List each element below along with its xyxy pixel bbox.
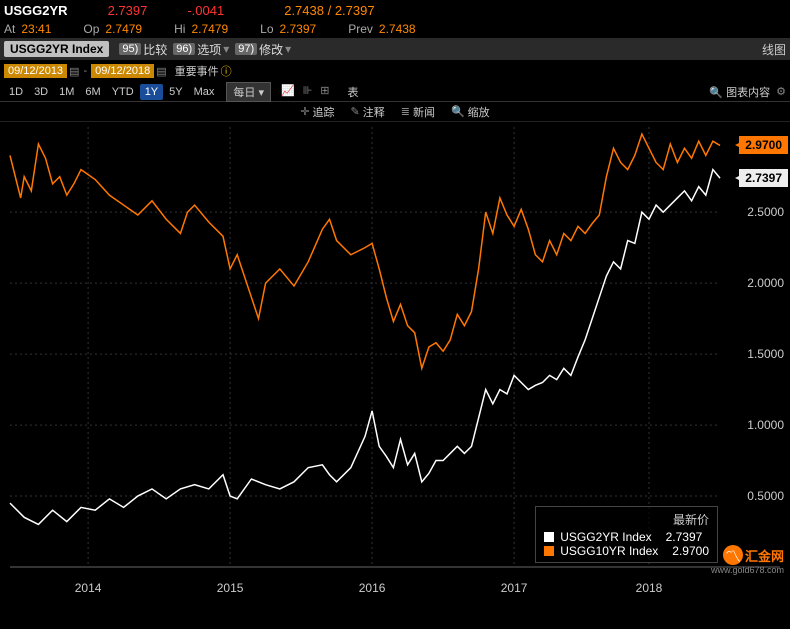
watermark: 〽汇金网 www.gold678.com bbox=[711, 545, 784, 575]
zoom-button[interactable]: 🔍缩放 bbox=[451, 104, 490, 120]
date-to-input[interactable]: 09/12/2018 bbox=[91, 64, 154, 78]
annotate-button[interactable]: ✎注释 bbox=[351, 104, 385, 120]
x-axis-tick: 2015 bbox=[217, 581, 244, 595]
main-toolbar: USGG2YR Index 95) 比较 96) 选项 ▾ 97) 修改 ▾ 线… bbox=[0, 38, 790, 60]
prev-label: Prev bbox=[348, 22, 373, 36]
zoom-icon: 🔍 bbox=[451, 105, 465, 118]
y-axis-tick: 2.5000 bbox=[747, 205, 784, 219]
calendar-icon[interactable]: ▤ bbox=[156, 65, 166, 78]
ohlc-row: At 23:41 Op 2.7479 Hi 2.7479 Lo 2.7397 P… bbox=[0, 20, 790, 38]
legend-series-value: 2.7397 bbox=[666, 530, 703, 544]
line-chart-icon[interactable]: 📈 bbox=[281, 84, 295, 100]
compare-button-num[interactable]: 95) bbox=[119, 43, 141, 55]
range-1Y[interactable]: 1Y bbox=[140, 84, 163, 100]
legend-swatch bbox=[544, 532, 554, 542]
frequency-select[interactable]: 每日 ▾ bbox=[226, 82, 271, 102]
range-1D[interactable]: 1D bbox=[4, 84, 28, 100]
index-badge[interactable]: USGG2YR Index bbox=[4, 41, 109, 57]
options-button-num[interactable]: 96) bbox=[173, 43, 195, 55]
date-range-row: 09/12/2013 ▤ - 09/12/2018 ▤ 重要事件 ⓘ bbox=[0, 60, 790, 82]
compare-button[interactable]: 比较 bbox=[143, 41, 167, 58]
pencil-icon: ✎ bbox=[351, 105, 360, 118]
watermark-url: www.gold678.com bbox=[711, 565, 784, 575]
hi-value: 2.7479 bbox=[191, 22, 228, 36]
key-events-label[interactable]: 重要事件 bbox=[175, 63, 219, 79]
tool-icon[interactable]: ⊞ bbox=[320, 84, 329, 100]
lo-label: Lo bbox=[260, 22, 273, 36]
chart-type-label: 线图 bbox=[762, 41, 786, 58]
legend-series-value: 2.9700 bbox=[672, 544, 709, 558]
date-sep: - bbox=[83, 65, 87, 77]
track-button[interactable]: ✛追踪 bbox=[300, 104, 334, 120]
chart-content-button[interactable]: 🔍 图表内容 bbox=[709, 84, 770, 100]
mini-tool-icons: 📈 ⊪ ⊞ 表 bbox=[281, 84, 359, 100]
legend-series-name: USGG10YR Index bbox=[560, 544, 658, 558]
ticker-symbol: USGG2YR bbox=[4, 3, 68, 18]
range-6M[interactable]: 6M bbox=[80, 84, 105, 100]
at-label: At bbox=[4, 22, 15, 36]
edit-button-num[interactable]: 97) bbox=[235, 43, 257, 55]
y-axis-tick: 1.5000 bbox=[747, 347, 784, 361]
calendar-icon[interactable]: ▤ bbox=[69, 65, 79, 78]
quote-row: USGG2YR 2.7397 -.0041 2.7438 / 2.7397 bbox=[0, 0, 790, 20]
news-icon: ≣ bbox=[401, 105, 410, 118]
range-Max[interactable]: Max bbox=[189, 84, 220, 100]
bid-ask: 2.7438 / 2.7397 bbox=[284, 3, 374, 18]
candle-chart-icon[interactable]: ⊪ bbox=[303, 84, 313, 100]
chart-area[interactable]: 最新价 USGG2YR Index 2.7397 USGG10YR Index 2.9… bbox=[0, 122, 790, 605]
news-button[interactable]: ≣新闻 bbox=[401, 104, 435, 120]
chart-action-row: ✛追踪 ✎注释 ≣新闻 🔍缩放 bbox=[0, 102, 790, 122]
table-button[interactable]: 表 bbox=[348, 84, 359, 100]
range-YTD[interactable]: YTD bbox=[107, 84, 139, 100]
x-axis-tick: 2014 bbox=[75, 581, 102, 595]
range-3D[interactable]: 3D bbox=[29, 84, 53, 100]
legend-title: 最新价 bbox=[544, 511, 709, 528]
chevron-down-icon: ▾ bbox=[285, 42, 291, 56]
y-axis-tick: 1.0000 bbox=[747, 418, 784, 432]
last-price: 2.7397 bbox=[108, 3, 148, 18]
watermark-brand: 汇金网 bbox=[745, 546, 784, 565]
op-label: Op bbox=[83, 22, 99, 36]
price-tag-USGG2YR: 2.7397 bbox=[739, 169, 788, 187]
chevron-down-icon: ▾ bbox=[223, 42, 229, 56]
x-axis-tick: 2016 bbox=[359, 581, 386, 595]
date-from-input[interactable]: 09/12/2013 bbox=[4, 64, 67, 78]
op-value: 2.7479 bbox=[105, 22, 142, 36]
info-icon[interactable]: ⓘ bbox=[221, 63, 232, 79]
at-value: 23:41 bbox=[21, 22, 51, 36]
price-tag-USGG10YR: 2.9700 bbox=[739, 136, 788, 154]
price-change: -.0041 bbox=[187, 3, 224, 18]
range-5Y[interactable]: 5Y bbox=[164, 84, 187, 100]
lo-value: 2.7397 bbox=[280, 22, 317, 36]
y-axis-tick: 2.0000 bbox=[747, 276, 784, 290]
crosshair-icon: ✛ bbox=[300, 105, 309, 118]
gear-icon[interactable]: ⚙ bbox=[776, 85, 786, 98]
range-1M[interactable]: 1M bbox=[54, 84, 79, 100]
x-axis-tick: 2018 bbox=[636, 581, 663, 595]
hi-label: Hi bbox=[174, 22, 185, 36]
legend-box: 最新价 USGG2YR Index 2.7397 USGG10YR Index 2.9… bbox=[535, 506, 718, 563]
legend-swatch bbox=[544, 546, 554, 556]
watermark-logo-icon: 〽 bbox=[723, 545, 743, 565]
legend-row: USGG10YR Index 2.9700 bbox=[544, 544, 709, 558]
legend-row: USGG2YR Index 2.7397 bbox=[544, 530, 709, 544]
y-axis-tick: 0.5000 bbox=[747, 489, 784, 503]
legend-series-name: USGG2YR Index bbox=[560, 530, 651, 544]
options-button[interactable]: 选项 bbox=[197, 41, 221, 58]
x-axis-tick: 2017 bbox=[501, 581, 528, 595]
prev-value: 2.7438 bbox=[379, 22, 416, 36]
edit-button[interactable]: 修改 bbox=[259, 41, 283, 58]
range-row: 1D3D1M6MYTD1Y5YMax 每日 ▾ 📈 ⊪ ⊞ 表 🔍 图表内容 ⚙ bbox=[0, 82, 790, 102]
